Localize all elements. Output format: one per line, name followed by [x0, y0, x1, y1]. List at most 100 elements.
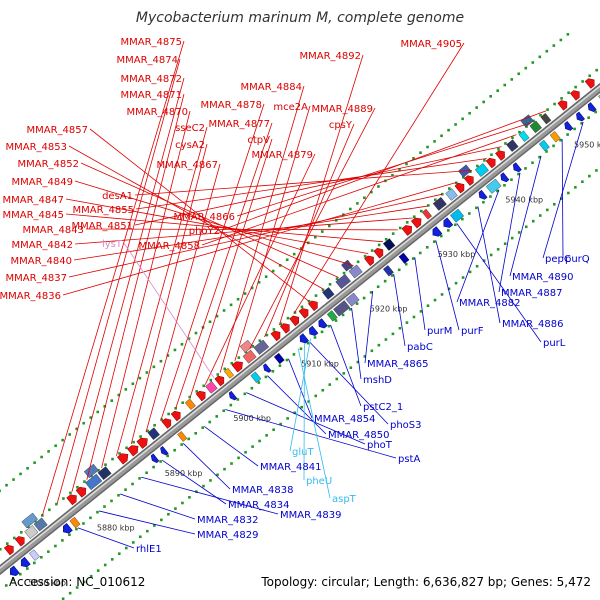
ruler-dot [12, 478, 15, 481]
ruler-dot [531, 219, 535, 223]
leader-line [80, 162, 339, 278]
ruler-dot [490, 153, 493, 157]
ruler-dot [47, 450, 50, 453]
ruler-dot [194, 331, 198, 335]
ruler-dot [447, 229, 450, 232]
gene-feature [587, 102, 597, 112]
ruler-dot [110, 399, 114, 402]
gene-feature [270, 330, 281, 342]
forward-gene-arrow [161, 418, 172, 429]
gene-feature [24, 525, 39, 539]
reverse-gene-label: MMAR_4887 [501, 288, 563, 299]
forward-gene-arrow [454, 182, 465, 194]
gene-feature [520, 114, 534, 128]
gene-feature [223, 367, 234, 379]
gene-feature [538, 139, 550, 152]
ruler-dot [69, 491, 72, 495]
pseudogene-label: lysT [102, 239, 123, 250]
ruler-dot [327, 324, 331, 328]
gene-feature [298, 308, 309, 319]
ruler-dot [202, 484, 205, 488]
gene-block [549, 131, 561, 143]
ruler-dot [68, 591, 72, 595]
gene-feature [242, 349, 257, 364]
ruler-dot [489, 253, 493, 257]
ruler-dot [167, 512, 170, 516]
ruler-dot [271, 269, 275, 273]
ruler-dot [195, 390, 199, 393]
reverse-gene-arrow [20, 556, 31, 568]
gene-feature [432, 196, 447, 211]
gene-block [24, 525, 39, 539]
ruler-dot [237, 356, 241, 359]
gene-feature [279, 323, 290, 334]
ruler-dot [327, 224, 331, 228]
leader-line [85, 228, 398, 231]
ruler-dot [75, 427, 78, 431]
gene-feature [83, 463, 99, 479]
ruler-dot [595, 169, 598, 172]
forward-gene-arrow [14, 536, 25, 547]
reverse-gene-label: pstA [398, 454, 420, 465]
ruler-dot [580, 122, 583, 125]
gene-feature [445, 188, 458, 201]
ruler-dot [503, 242, 507, 246]
backbone-highlight [0, 85, 600, 570]
gene-block [335, 273, 351, 290]
ruler-dot [250, 386, 254, 390]
gene-block [445, 188, 458, 201]
gene-feature [184, 398, 196, 410]
gene-feature [326, 310, 338, 322]
reverse-gene-label: pstC2_1 [363, 402, 403, 413]
ruler-dot [335, 277, 339, 281]
ruler-dot [348, 307, 352, 311]
leader-line [65, 213, 384, 243]
ruler-dot [131, 382, 135, 386]
forward-gene-arrow [170, 410, 181, 422]
ruler-dot [320, 230, 324, 233]
ruler-dot [180, 443, 183, 446]
ruler-dot [278, 364, 282, 367]
ruler-dot [567, 191, 570, 195]
gene-feature [485, 178, 502, 194]
ruler-dot [236, 297, 240, 301]
gene-feature [500, 172, 510, 183]
ruler-dot [181, 501, 184, 505]
ruler-dot [258, 339, 262, 343]
ruler-dot [391, 232, 395, 235]
leader-line [249, 107, 376, 350]
gene-feature [564, 121, 574, 131]
reverse-gene-arrow [309, 325, 319, 336]
gene-feature [147, 427, 160, 440]
ruler-dot [209, 479, 212, 482]
ruler-dot [286, 316, 290, 320]
ruler-dot [439, 234, 443, 238]
ruler-dot [553, 202, 556, 206]
ruler-dot [243, 292, 247, 295]
forward-gene-label: MMAR_4858 [139, 241, 201, 252]
gene-block [382, 265, 394, 277]
ruler-dot [131, 541, 135, 544]
reverse-gene-label: pabC [407, 342, 433, 353]
ruler-dot [510, 78, 514, 81]
gene-feature [557, 100, 568, 111]
forward-gene-label: MMAR_4878 [201, 100, 263, 111]
forward-gene-label: MMAR_4892 [300, 51, 362, 62]
ruler-dot [496, 89, 500, 92]
ruler-dot [363, 196, 366, 200]
gene-feature [335, 273, 351, 290]
forward-gene-arrow [195, 390, 206, 402]
ruler-dot [475, 206, 478, 210]
ruler-dot [545, 49, 549, 53]
ruler-dot [384, 338, 388, 341]
gene-feature [382, 265, 394, 277]
ruler-dot [89, 574, 93, 578]
leader-line [297, 348, 331, 499]
ruler-dot [82, 522, 85, 525]
leader-line [68, 193, 443, 278]
forward-gene-arrow [75, 486, 87, 498]
leader-line [119, 493, 196, 520]
reverse-gene-label: MMAR_4865 [367, 359, 429, 370]
ruler-dot [279, 422, 282, 426]
ruler-dot [461, 217, 464, 221]
